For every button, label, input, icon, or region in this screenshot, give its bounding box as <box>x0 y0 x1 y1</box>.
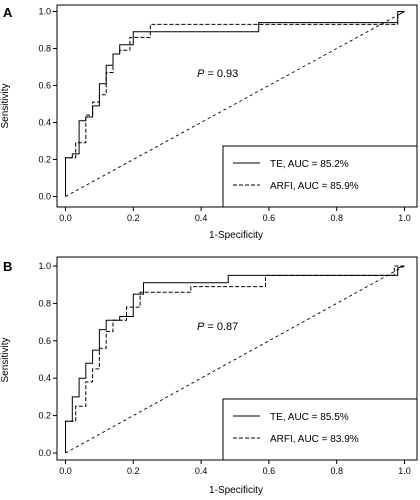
reference-diagonal <box>65 265 405 454</box>
p-symbol: P <box>197 321 205 333</box>
x-tick-label: 0.4 <box>195 213 208 223</box>
chart-panel-B: B 0.0 0.2 0.4 0.6 0.8 1.0 0.0 0.2 0.4 0.6 0.8 1.0 1-S… <box>0 256 418 496</box>
p-value-annotation: P = 0.87 <box>197 321 238 333</box>
x-tick-label: 0.0 <box>59 213 72 223</box>
panel-label: B <box>3 259 12 274</box>
x-tick-label: 1.0 <box>398 213 411 223</box>
y-tick-label: 0.2 <box>38 155 51 165</box>
x-tick-label: 0.6 <box>263 213 276 223</box>
legend-box <box>222 398 418 461</box>
x-tick-label: 0.4 <box>195 466 208 476</box>
roc-curve-arfi <box>65 265 405 453</box>
roc-curve-te <box>65 265 405 453</box>
legend-box <box>222 145 418 208</box>
y-tick-label: 0.0 <box>38 448 51 458</box>
x-tick-label: 0.2 <box>127 213 140 223</box>
y-tick-label: 0.4 <box>38 373 51 383</box>
legend: TE, AUC = 85.5% ARFI, AUC = 83.9% <box>222 398 418 461</box>
x-tick-label: 0.6 <box>263 466 276 476</box>
y-axis-label: Sensitivity <box>0 83 11 128</box>
x-tick-label: 0.0 <box>59 466 72 476</box>
y-tick-label: 0.2 <box>38 411 51 421</box>
x-axis-label: 1-Specificity <box>209 485 263 496</box>
x-axis-label: 1-Specificity <box>209 230 263 241</box>
reference-diagonal <box>65 11 405 197</box>
y-tick-label: 1.0 <box>38 261 51 271</box>
p-value: = 0.87 <box>204 321 238 333</box>
legend-label-arfi: ARFI, AUC = 83.9% <box>270 434 359 445</box>
legend-label-te: TE, AUC = 85.2% <box>270 159 349 170</box>
p-value: = 0.93 <box>204 68 238 80</box>
x-tick-label: 0.2 <box>127 466 140 476</box>
x-tick-label: 0.8 <box>330 213 343 223</box>
roc-curve-arfi <box>65 11 405 197</box>
legend: TE, AUC = 85.2% ARFI, AUC = 85.9% <box>222 145 418 208</box>
y-tick-label: 0.0 <box>38 192 51 202</box>
legend-label-te: TE, AUC = 85.5% <box>270 412 349 423</box>
y-tick-label: 0.6 <box>38 336 51 346</box>
y-tick-label: 0.4 <box>38 118 51 128</box>
legend-label-arfi: ARFI, AUC = 85.9% <box>270 181 359 192</box>
y-tick-label: 0.6 <box>38 81 51 91</box>
y-tick-label: 0.8 <box>38 298 51 308</box>
chart-panel-A: A 0.0 0.2 0.4 0.6 0.8 1.0 0.0 0.2 0.4 0.6 0.8 1.0 1-S… <box>0 4 418 241</box>
x-tick-label: 1.0 <box>398 466 411 476</box>
p-symbol: P <box>197 68 205 80</box>
p-value-annotation: P = 0.93 <box>197 68 238 80</box>
y-tick-label: 0.8 <box>38 44 51 54</box>
panel-label: A <box>3 5 13 20</box>
x-tick-label: 0.8 <box>330 466 343 476</box>
y-tick-label: 1.0 <box>38 7 51 17</box>
y-axis-label: Sensitivity <box>0 337 11 382</box>
